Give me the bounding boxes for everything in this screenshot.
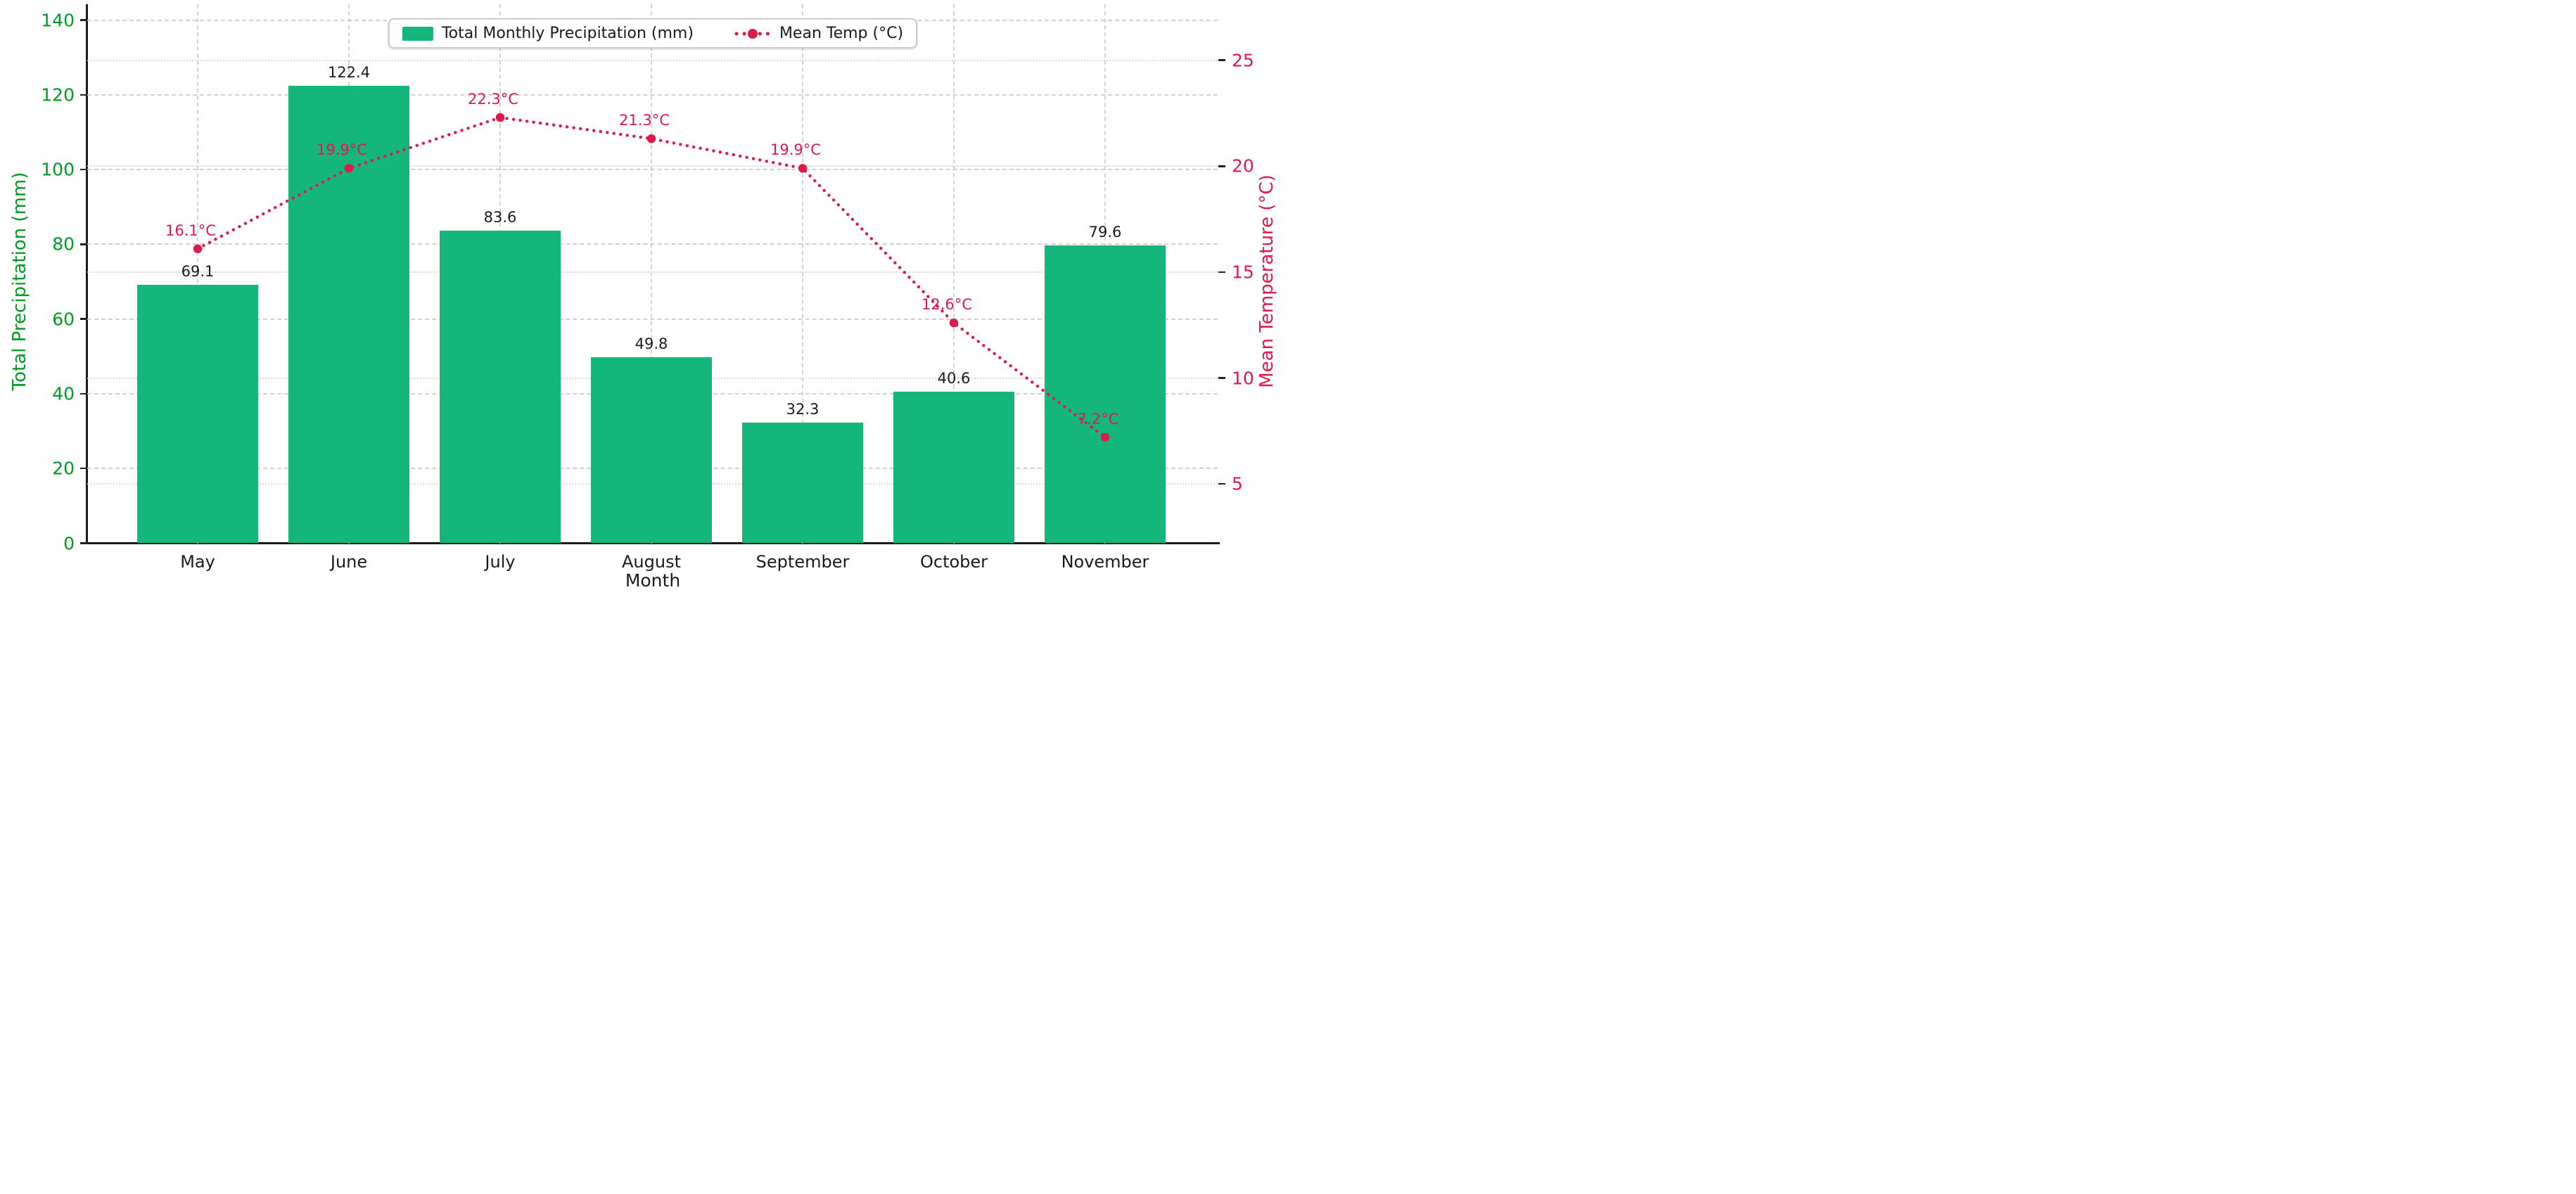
temp-marker bbox=[949, 319, 959, 328]
left-tick-label: 60 bbox=[52, 309, 75, 330]
right-tick-mark bbox=[1218, 482, 1225, 485]
temp-value-label: 7.2°C bbox=[1077, 410, 1119, 428]
precipitation-bar bbox=[893, 391, 1014, 544]
vertical-gridline bbox=[197, 4, 198, 544]
temp-marker bbox=[495, 113, 505, 122]
precipitation-swatch-icon bbox=[402, 26, 433, 41]
bar-value-label: 83.6 bbox=[483, 209, 517, 226]
vertical-gridline bbox=[953, 4, 955, 544]
precipitation-bar bbox=[742, 422, 863, 544]
temp-marker bbox=[1100, 432, 1110, 442]
legend: Total Monthly Precipitation (mm) Mean Te… bbox=[388, 18, 918, 49]
right-tick-mark bbox=[1218, 271, 1225, 274]
x-tick-label: October bbox=[919, 551, 988, 572]
left-tick-mark bbox=[80, 94, 87, 96]
vertical-gridline bbox=[651, 4, 652, 544]
temp-value-label: 22.3°C bbox=[468, 91, 518, 108]
right-axis-title: Mean Temperature (°C) bbox=[1256, 174, 1277, 388]
right-tick-label: 10 bbox=[1232, 368, 1254, 389]
precipitation-bar bbox=[591, 357, 712, 544]
temp-value-label: 21.3°C bbox=[619, 112, 670, 129]
dual-axis-climate-chart: 69.1 122.4 83.6 49.8 32.3 40.6 79.6 16.1°C 19.9°… bbox=[0, 0, 1288, 597]
bar-value-label: 32.3 bbox=[786, 400, 820, 418]
x-axis-title: Month bbox=[625, 570, 681, 591]
legend-item-precipitation: Total Monthly Precipitation (mm) bbox=[402, 25, 694, 42]
bar-value-label: 49.8 bbox=[635, 335, 668, 352]
left-tick-label: 140 bbox=[41, 10, 75, 30]
legend-precipitation-label: Total Monthly Precipitation (mm) bbox=[441, 25, 694, 42]
right-tick-mark bbox=[1218, 59, 1225, 61]
right-tick-label: 25 bbox=[1232, 50, 1254, 71]
precipitation-bar bbox=[137, 285, 258, 544]
left-tick-mark bbox=[80, 392, 87, 395]
precip-gridline bbox=[87, 243, 1218, 245]
bar-value-label: 79.6 bbox=[1088, 224, 1122, 241]
temp-gridline bbox=[87, 271, 1218, 273]
precip-gridline bbox=[87, 94, 1218, 96]
right-tick-label: 5 bbox=[1232, 473, 1243, 494]
vertical-gridline bbox=[802, 4, 803, 544]
left-tick-mark bbox=[80, 243, 87, 245]
left-tick-mark bbox=[80, 467, 87, 470]
bottom-spine bbox=[86, 542, 1220, 544]
temp-line-layer bbox=[193, 113, 1110, 442]
temp-marker bbox=[646, 134, 656, 143]
left-tick-label: 0 bbox=[63, 533, 75, 553]
left-axis-title: Total Precipitation (mm) bbox=[9, 172, 30, 391]
left-tick-mark bbox=[80, 318, 87, 320]
left-tick-label: 80 bbox=[52, 233, 75, 255]
temp-marker bbox=[344, 164, 354, 173]
temp-gridline bbox=[87, 59, 1218, 61]
precipitation-bar bbox=[440, 231, 561, 544]
left-spine bbox=[86, 4, 88, 544]
bar-value-label: 40.6 bbox=[937, 369, 971, 387]
x-tick-label: May bbox=[180, 551, 215, 572]
temp-gridline bbox=[87, 165, 1218, 167]
temp-value-label: 16.1°C bbox=[165, 222, 216, 239]
right-tick-label: 15 bbox=[1232, 262, 1254, 283]
temp-dotted-line-icon bbox=[734, 28, 771, 39]
bar-value-label: 69.1 bbox=[181, 263, 215, 281]
x-tick-label: November bbox=[1061, 551, 1149, 572]
x-tick-label: July bbox=[485, 551, 516, 572]
temp-marker bbox=[193, 244, 203, 254]
precipitation-bar bbox=[288, 86, 409, 544]
left-tick-label: 120 bbox=[41, 84, 75, 105]
left-tick-label: 20 bbox=[52, 458, 75, 479]
right-tick-mark bbox=[1218, 165, 1225, 167]
x-tick-label: September bbox=[755, 551, 850, 572]
x-tick-label: June bbox=[330, 551, 368, 572]
left-tick-label: 100 bbox=[41, 159, 75, 180]
left-tick-mark bbox=[80, 542, 87, 544]
precipitation-bar bbox=[1045, 245, 1166, 544]
left-tick-mark bbox=[80, 168, 87, 171]
temp-marker bbox=[798, 164, 808, 173]
precip-gridline bbox=[87, 169, 1218, 171]
legend-item-temp: Mean Temp (°C) bbox=[734, 25, 903, 42]
left-tick-label: 40 bbox=[52, 383, 75, 404]
right-tick-mark bbox=[1218, 377, 1225, 379]
precip-gridline bbox=[87, 318, 1218, 320]
left-tick-mark bbox=[80, 19, 87, 21]
temp-value-label: 19.9°C bbox=[770, 141, 821, 159]
temp-value-label: 19.9°C bbox=[317, 141, 367, 159]
right-tick-label: 20 bbox=[1232, 155, 1254, 176]
bar-value-label: 122.4 bbox=[327, 64, 371, 82]
legend-temp-label: Mean Temp (°C) bbox=[779, 25, 904, 42]
temp-value-label: 12.6°C bbox=[922, 296, 972, 314]
x-tick-label: August bbox=[622, 551, 681, 572]
temp-dotted-line bbox=[196, 115, 1107, 439]
